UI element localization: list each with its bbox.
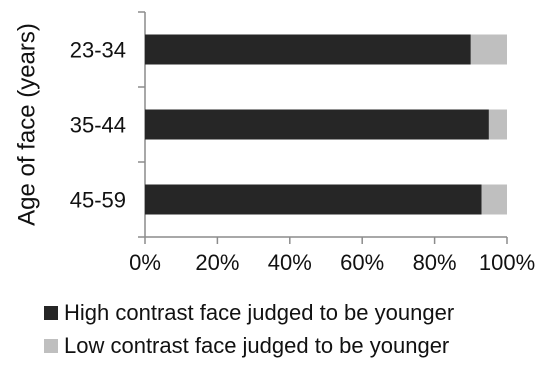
bar-high-contrast	[145, 184, 482, 215]
legend-item-low-contrast: Low contrast face judged to be younger	[44, 329, 534, 362]
bar-low-contrast	[488, 109, 507, 140]
x-tick-label: 20%	[195, 250, 239, 275]
x-tick-label: 80%	[413, 250, 457, 275]
x-tick-label: 40%	[268, 250, 312, 275]
x-tick-label: 100%	[479, 250, 535, 275]
bars	[145, 34, 507, 215]
category-label: 45-59	[70, 188, 126, 213]
x-tick-label: 60%	[340, 250, 384, 275]
category-label: 23-34	[70, 38, 126, 63]
legend-swatch-low-contrast	[44, 338, 58, 353]
bar-low-contrast	[470, 34, 507, 65]
legend-item-high-contrast: High contrast face judged to be younger	[44, 296, 534, 329]
chart: 23-34 35-44 45-59 0% 20% 40% 60% 80% 100% Age o…	[13, 11, 535, 275]
y-axis-title: Age of face (years)	[13, 23, 40, 226]
legend-label-low-contrast: Low contrast face judged to be younger	[64, 332, 450, 358]
x-ticks	[144, 237, 508, 244]
bar-high-contrast	[145, 109, 489, 140]
legend-label-high-contrast: High contrast face judged to be younger	[64, 299, 455, 325]
category-label: 35-44	[70, 113, 126, 138]
x-tick-label: 0%	[129, 250, 161, 275]
x-tick-labels: 0% 20% 40% 60% 80% 100%	[129, 250, 535, 275]
bar-low-contrast	[481, 184, 507, 215]
y-ticks	[138, 11, 145, 238]
bar-high-contrast	[145, 34, 471, 65]
legend: High contrast face judged to be younger …	[44, 296, 534, 362]
category-labels: 23-34 35-44 45-59	[70, 38, 126, 213]
legend-swatch-high-contrast	[44, 305, 58, 320]
